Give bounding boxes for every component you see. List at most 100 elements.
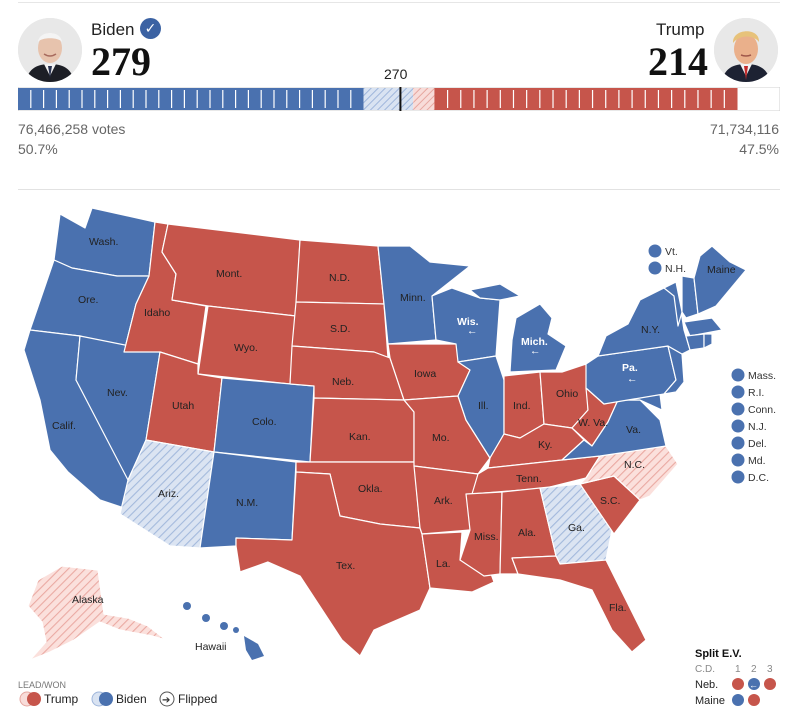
threshold-label: 270 [384, 66, 408, 82]
electoral-vote-bar [18, 87, 780, 111]
state-label: Ore. [78, 294, 98, 306]
split-ev-box: Split E.V. C.D. 1 2 3 Neb. ← Maine [695, 648, 776, 707]
state-bubble[interactable] [731, 436, 745, 450]
legend-biden-label: Biden [116, 692, 147, 706]
state-label: Idaho [144, 307, 170, 319]
bar-biden-lead [363, 88, 414, 110]
legend-trump-label: Trump [44, 692, 79, 706]
split-neb-label: Neb. [695, 679, 718, 691]
state-connecticut[interactable] [685, 333, 705, 351]
legend-biden-won-swatch [99, 692, 113, 706]
state-label: Ill. [478, 400, 489, 412]
biden-percent: 50.7% [18, 141, 58, 157]
state-bubble-label: Del. [748, 438, 767, 450]
state-label: Maine [707, 264, 736, 276]
biden-avatar [18, 18, 82, 82]
state-label: Ohio [556, 388, 578, 400]
state-bubble[interactable] [648, 261, 662, 275]
state-label: Nev. [107, 387, 128, 399]
state-label: Fla. [609, 602, 627, 614]
biden-portrait-icon [18, 18, 82, 82]
state-hawaii[interactable] [183, 602, 264, 660]
neb-cd1-marker [732, 678, 744, 690]
state-bubble-label: N.J. [748, 421, 767, 433]
split-district-2: 2 [751, 664, 757, 675]
biden-name: Biden [91, 20, 135, 39]
state-label: Colo. [252, 416, 277, 428]
legend-flipped-label: Flipped [178, 692, 217, 706]
state-bubble-label: Mass. [748, 370, 776, 382]
state-michigan[interactable] [469, 283, 567, 373]
state-bubble[interactable] [731, 402, 745, 416]
trump-percent: 47.5% [739, 141, 779, 157]
state-label: Neb. [332, 376, 354, 388]
state-label: Tenn. [516, 473, 542, 485]
maine-cd2-marker [748, 694, 760, 706]
bar-trump-won [434, 88, 738, 110]
trump-avatar [714, 18, 778, 82]
state-vermont[interactable] [663, 281, 683, 327]
legend-flipped-icon [159, 691, 175, 707]
state-kansas[interactable] [309, 397, 415, 463]
split-cd-label: C.D. [695, 664, 715, 675]
state-bubble[interactable] [731, 453, 745, 467]
biden-electoral-votes: 279 [91, 39, 151, 84]
state-label: Mo. [432, 432, 450, 444]
state-label: Ind. [513, 400, 531, 412]
state-label: Utah [172, 400, 194, 412]
state-label: N.C. [624, 459, 645, 471]
map-legend: LEAD/WON Trump Biden ➔ Flipped [18, 680, 217, 707]
state-bubble[interactable] [731, 368, 745, 382]
state-maine[interactable] [693, 245, 747, 315]
state-label: S.C. [600, 495, 620, 507]
state-label: Mont. [216, 268, 242, 280]
us-electoral-map: Wash. Ore. Calif. Nev. Idaho Mont. Wyo. Utah Col… [18, 207, 776, 707]
trump-electoral-votes: 214 [648, 39, 708, 84]
bar-trump-lead [413, 88, 435, 110]
state-label: N.D. [329, 272, 350, 284]
state-label: Va. [626, 424, 641, 436]
split-maine-label: Maine [695, 695, 725, 707]
state-new-hampshire[interactable] [681, 275, 699, 319]
state-label: N.Y. [641, 324, 660, 336]
neb-cd3-marker [764, 678, 776, 690]
state-bubble[interactable] [731, 419, 745, 433]
state-label: Okla. [358, 483, 383, 495]
legend-flipped-arrow-icon: ➔ [162, 695, 170, 706]
bar-biden-won [18, 88, 364, 110]
state-bubble[interactable] [648, 244, 662, 258]
state-label: N.M. [236, 497, 258, 509]
state-massachusetts[interactable] [683, 317, 723, 337]
legend-title: LEAD/WON [18, 680, 66, 690]
state-label: Wash. [89, 236, 118, 248]
neb-cd2-marker [748, 678, 760, 690]
split-district-1: 1 [735, 664, 741, 675]
state-florida[interactable] [511, 555, 647, 653]
flip-arrow-icon: ← [467, 325, 478, 337]
state-label: Ky. [538, 439, 552, 451]
state-bubble-label: Conn. [748, 404, 776, 416]
state-label: Iowa [414, 368, 436, 380]
state-label: Ark. [434, 495, 453, 507]
state-rhode-island[interactable] [703, 333, 713, 349]
flip-arrow-icon: ← [627, 373, 638, 385]
state-label: Miss. [474, 531, 499, 543]
state-label: S.D. [330, 323, 350, 335]
state-arkansas[interactable] [413, 465, 479, 535]
biden-votes: 76,466,258 votes [18, 121, 126, 137]
legend-trump-won-swatch [27, 692, 41, 706]
state-bubble[interactable] [731, 385, 745, 399]
state-label: Ala. [518, 527, 536, 539]
neb-cd2-flip-icon: ← [749, 680, 758, 690]
maine-cd1-marker [732, 694, 744, 706]
flip-arrow-icon: ← [530, 345, 541, 357]
state-label: Ariz. [158, 488, 179, 500]
state-bubble[interactable] [731, 470, 745, 484]
trump-name: Trump [656, 20, 705, 39]
state-label: W. Va. [578, 417, 608, 429]
state-texas[interactable] [235, 471, 431, 657]
flip-arrows: ← ← ← [467, 325, 638, 385]
state-alaska[interactable] [27, 565, 167, 661]
split-title: Split E.V. [695, 648, 742, 660]
state-label: Pa. [622, 362, 638, 374]
